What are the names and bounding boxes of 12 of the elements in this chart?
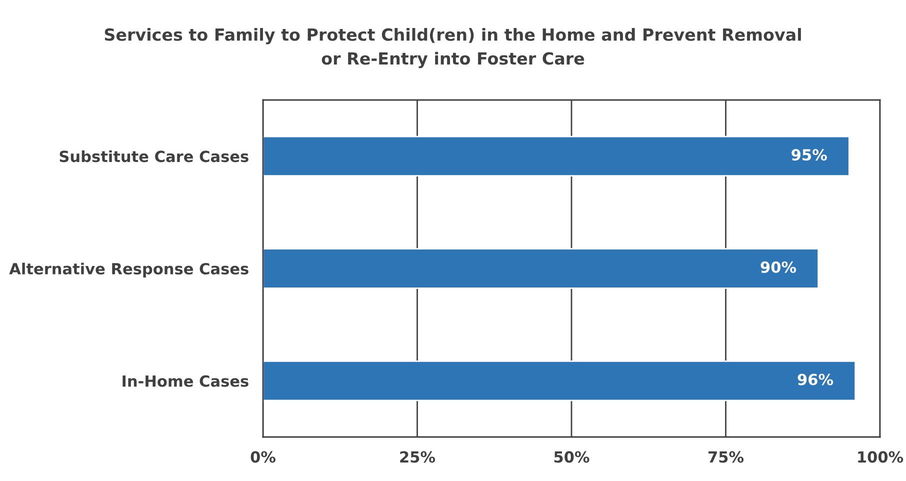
y-tick-label: Substitute Care Cases bbox=[60, 150, 248, 162]
y-tick-label: In-Home Cases bbox=[122, 375, 248, 387]
data-label: 90% bbox=[760, 261, 796, 273]
x-tick-label: 50% bbox=[554, 451, 590, 463]
x-tick-label: 25% bbox=[400, 451, 436, 463]
data-label: 95% bbox=[792, 149, 827, 161]
x-tick-label: 100% bbox=[858, 451, 904, 463]
y-tick-label: Alternative Response Cases bbox=[9, 262, 248, 278]
x-tick-label: 0% bbox=[250, 451, 276, 463]
data-label: 96% bbox=[798, 374, 834, 386]
chart-title: Services to Family to Protect Child(ren) in the Home and Prevent Removal or Re-Entry into Foster Care bbox=[104, 28, 801, 68]
x-tick-label: 75% bbox=[708, 451, 744, 463]
